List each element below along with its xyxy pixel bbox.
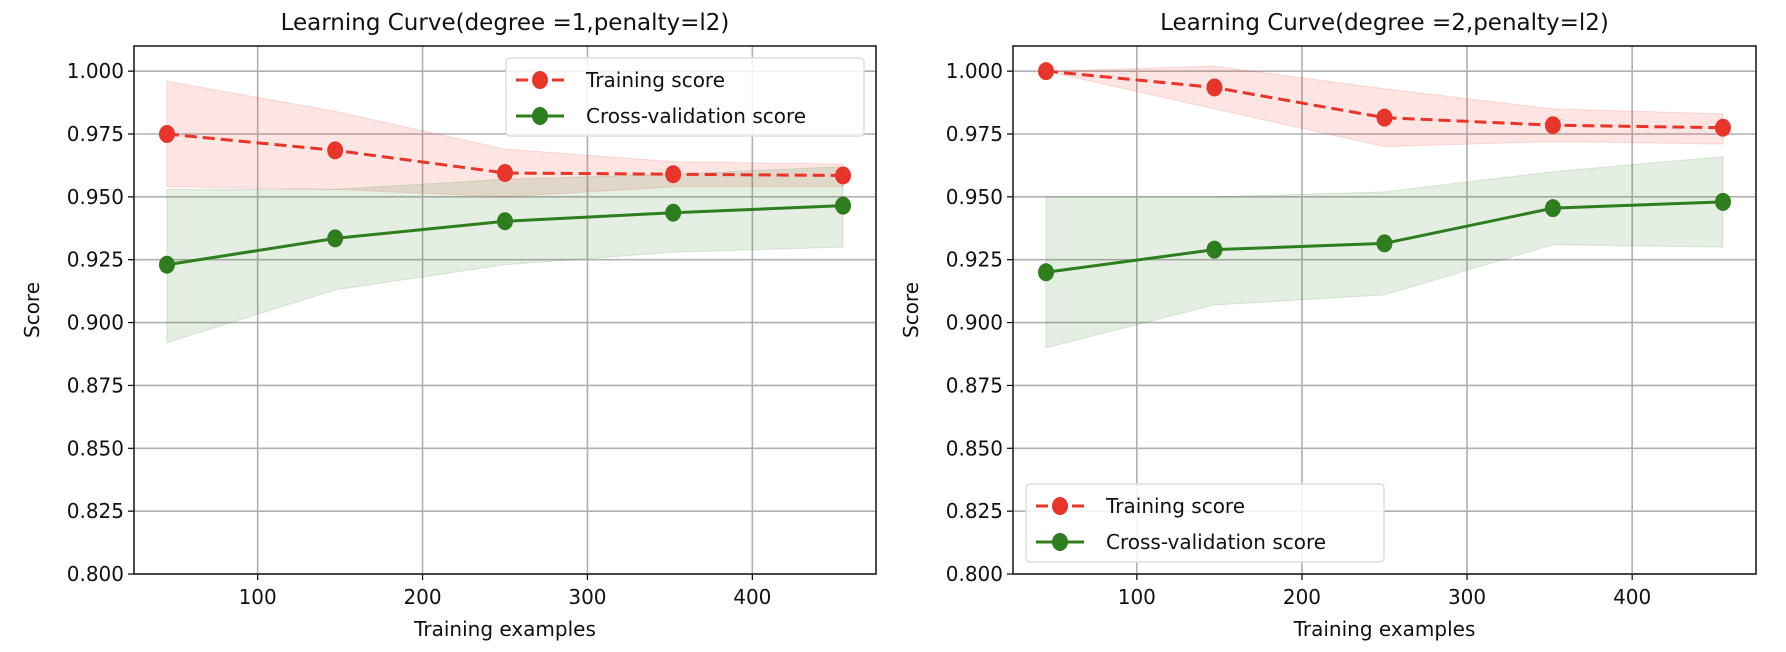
training-line xyxy=(1045,69,1723,130)
y-axis-label: Score xyxy=(20,282,44,338)
y-tick-label: 0.900 xyxy=(946,311,1003,335)
axes-frame xyxy=(1012,45,1757,575)
training-point xyxy=(1038,62,1055,81)
cross-validation-point xyxy=(497,212,513,231)
y-tick-label: 0.900 xyxy=(67,311,124,335)
training-line xyxy=(166,132,844,177)
training-point xyxy=(158,125,175,143)
y-tick-label: 0.850 xyxy=(946,436,1003,460)
chart-1: 0.800 0.825 0.850 0.875 0.900 0.925 0.950 0.975… xyxy=(20,10,877,641)
y-tick-label: 0.800 xyxy=(67,562,124,586)
training-point xyxy=(1206,78,1223,97)
x-tick-label: 100 xyxy=(239,585,277,609)
legend-swatch-marker xyxy=(532,107,548,125)
legend-swatch-marker xyxy=(532,71,548,89)
cross-validation-point xyxy=(1376,234,1393,253)
cross-validation-point xyxy=(835,196,852,215)
legend-label: Training score xyxy=(1105,494,1245,518)
legend: Training score Cross-validation score xyxy=(505,57,865,137)
y-tick-label: 0.925 xyxy=(67,248,124,272)
chart-title: Learning Curve(degree =2,penalty=l2) xyxy=(1160,10,1609,36)
training-point xyxy=(835,166,852,185)
y-tick-label: 1.000 xyxy=(946,59,1003,83)
chart-2: 0.800 0.825 0.850 0.875 0.900 0.925 0.950 0.975… xyxy=(899,10,1757,641)
y-tick-label: 0.925 xyxy=(946,248,1003,272)
y-tick-label: 0.875 xyxy=(67,373,124,397)
y-axis-label: Score xyxy=(899,282,923,338)
legend-label: Training score xyxy=(585,68,725,92)
x-axis-label: Training examples xyxy=(413,617,596,641)
training-point xyxy=(1376,108,1393,127)
x-tick-label: 200 xyxy=(403,585,441,609)
training-point xyxy=(1714,118,1731,137)
cross-validation-point xyxy=(327,229,344,248)
training-point xyxy=(1544,116,1561,135)
cross-validation-point xyxy=(158,255,175,274)
std-band-cross-validation xyxy=(166,166,844,344)
x-tick-label: 400 xyxy=(1613,585,1651,609)
y-tick-label: 0.875 xyxy=(946,373,1003,397)
chart-title: Learning Curve(degree =1,penalty=l2) xyxy=(281,10,730,36)
y-tick-label: 0.975 xyxy=(67,122,124,146)
cross-validation-point xyxy=(1206,240,1223,259)
x-tick-label: 100 xyxy=(1118,585,1156,609)
y-tick-label: 0.825 xyxy=(67,499,124,523)
x-tick-label: 200 xyxy=(1283,585,1321,609)
legend-label: Cross-validation score xyxy=(586,104,806,128)
legend-label: Cross-validation score xyxy=(1106,530,1326,554)
y-tick-label: 0.850 xyxy=(67,436,124,460)
legend-box xyxy=(505,57,865,137)
y-tick-label: 0.950 xyxy=(946,185,1003,209)
y-tick-label: 0.800 xyxy=(946,562,1003,586)
y-tick-label: 0.825 xyxy=(946,499,1003,523)
legend: Training score Cross-validation score xyxy=(1025,483,1385,563)
x-tick-label: 400 xyxy=(733,585,771,609)
x-tick-label: 300 xyxy=(568,585,606,609)
legend-swatch-marker xyxy=(1052,533,1068,551)
x-axis-label: Training examples xyxy=(1293,617,1476,641)
training-point xyxy=(327,141,344,160)
legend-swatch-marker xyxy=(1052,497,1068,515)
training-point xyxy=(665,165,682,184)
y-tick-label: 0.975 xyxy=(946,122,1003,146)
y-tick-label: 0.950 xyxy=(67,185,124,209)
training-point xyxy=(497,163,513,182)
cross-validation-point xyxy=(1714,192,1731,211)
legend-box xyxy=(1025,483,1385,563)
cross-validation-point xyxy=(1544,199,1561,218)
cross-validation-point xyxy=(665,203,682,222)
x-tick-label: 300 xyxy=(1448,585,1486,609)
y-tick-label: 1.000 xyxy=(67,59,124,83)
axes-frame xyxy=(133,45,877,575)
cross-validation-point xyxy=(1038,263,1055,282)
